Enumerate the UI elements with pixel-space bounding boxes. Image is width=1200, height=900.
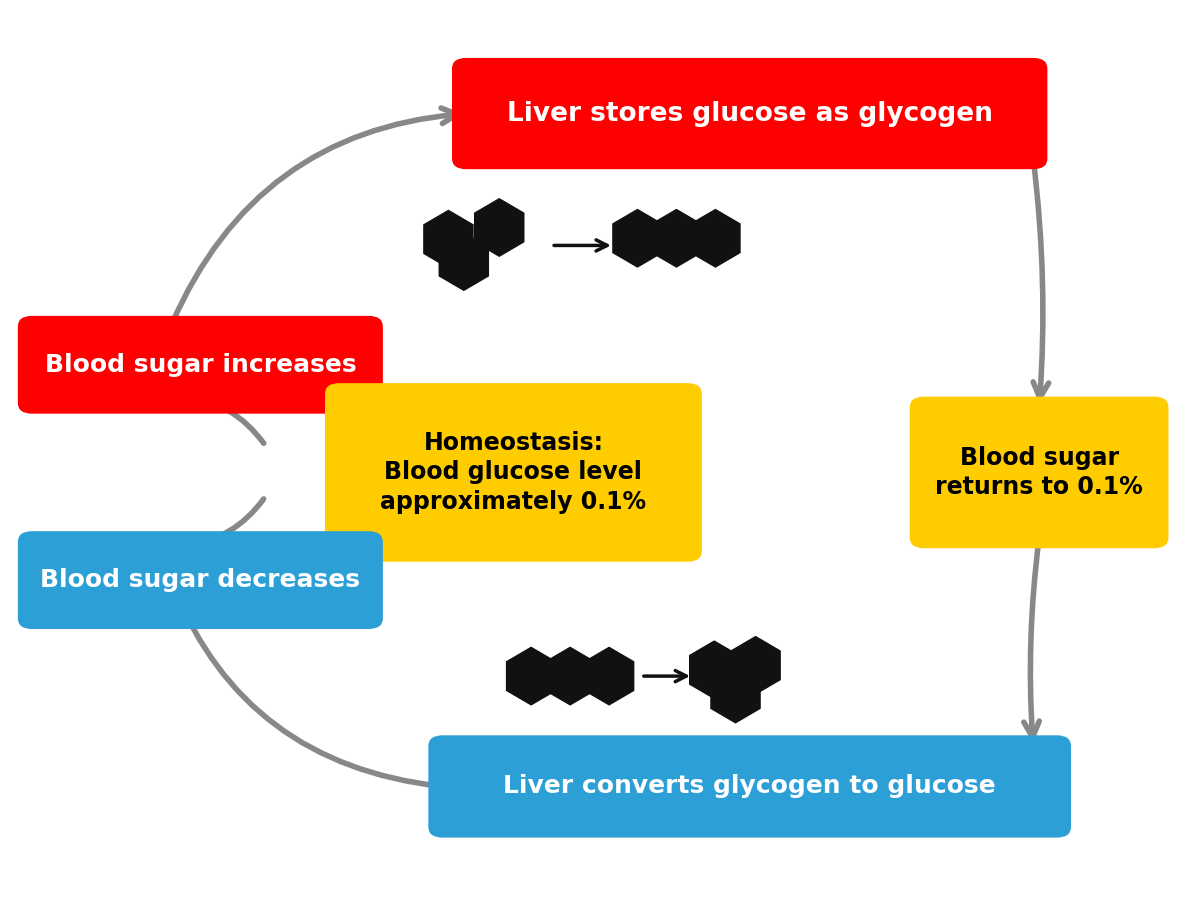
Polygon shape bbox=[691, 210, 740, 267]
FancyBboxPatch shape bbox=[325, 383, 702, 562]
Text: Blood sugar increases: Blood sugar increases bbox=[44, 353, 356, 377]
Polygon shape bbox=[475, 199, 523, 256]
Text: Blood sugar decreases: Blood sugar decreases bbox=[41, 568, 360, 592]
Polygon shape bbox=[731, 636, 780, 694]
FancyBboxPatch shape bbox=[910, 397, 1169, 548]
Text: Liver converts glycogen to glucose: Liver converts glycogen to glucose bbox=[503, 775, 996, 798]
Text: Liver stores glucose as glycogen: Liver stores glucose as glycogen bbox=[506, 101, 992, 127]
Polygon shape bbox=[439, 233, 488, 291]
FancyBboxPatch shape bbox=[452, 58, 1048, 169]
Polygon shape bbox=[652, 210, 701, 267]
Text: Blood sugar
returns to 0.1%: Blood sugar returns to 0.1% bbox=[935, 446, 1144, 500]
Polygon shape bbox=[506, 647, 556, 705]
FancyBboxPatch shape bbox=[18, 531, 383, 629]
Polygon shape bbox=[424, 211, 473, 268]
FancyBboxPatch shape bbox=[428, 735, 1072, 838]
Polygon shape bbox=[710, 665, 760, 723]
FancyBboxPatch shape bbox=[18, 316, 383, 414]
Polygon shape bbox=[690, 641, 739, 698]
Text: Homeostasis:
Blood glucose level
approximately 0.1%: Homeostasis: Blood glucose level approxi… bbox=[380, 431, 647, 514]
Polygon shape bbox=[546, 647, 595, 705]
Polygon shape bbox=[584, 647, 634, 705]
Polygon shape bbox=[613, 210, 662, 267]
